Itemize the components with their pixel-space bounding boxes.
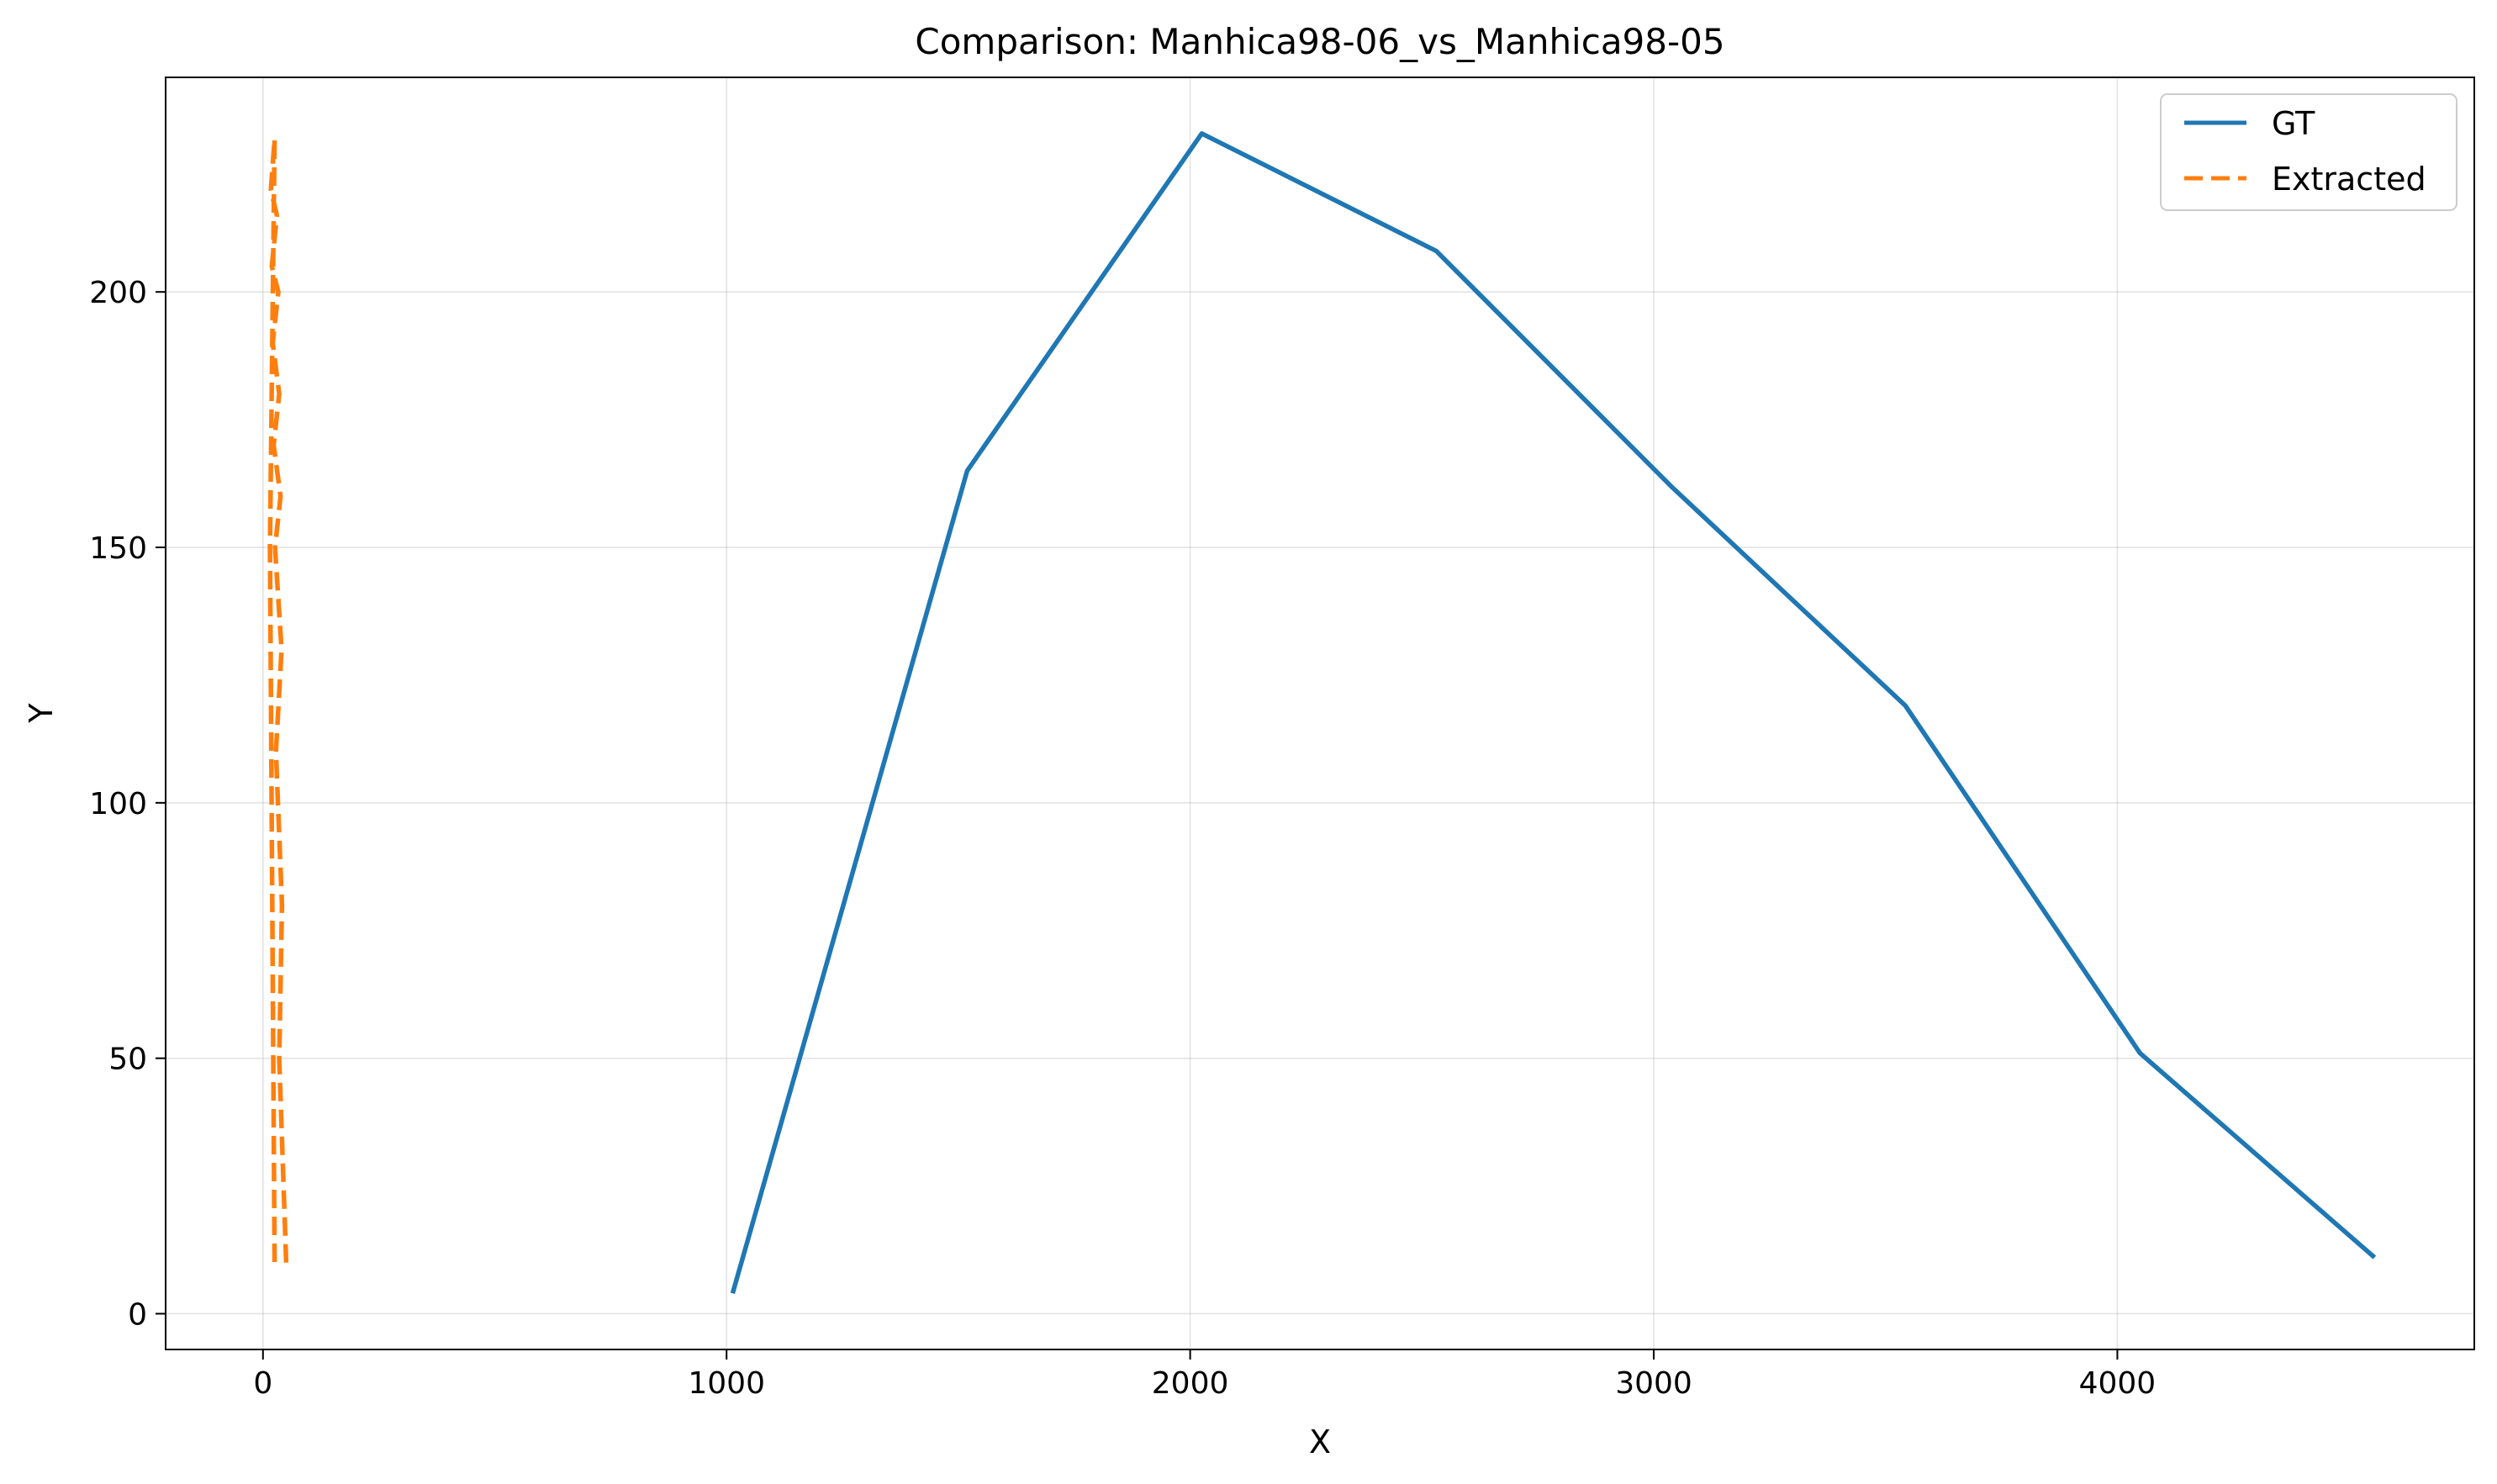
y-tick-label: 100 bbox=[89, 787, 147, 821]
x-axis-label: X bbox=[1309, 1423, 1331, 1460]
grid bbox=[166, 77, 2474, 1349]
x-tick-label: 3000 bbox=[1615, 1366, 1692, 1401]
legend: GT Extracted bbox=[2160, 93, 2457, 211]
y-tick-label: 150 bbox=[89, 531, 147, 566]
legend-label-extracted: Extracted bbox=[2272, 161, 2426, 198]
x-tick-label: 4000 bbox=[2079, 1366, 2156, 1401]
y-axis-ticks: 0 50 100 150 200 bbox=[89, 276, 166, 1332]
y-tick-label: 0 bbox=[128, 1297, 147, 1332]
x-axis-ticks: 0 1000 2000 3000 4000 bbox=[253, 1349, 2156, 1401]
chart-title: Comparison: Manhica98-06_vs_Manhica98-05 bbox=[915, 21, 1724, 62]
y-tick-label: 50 bbox=[108, 1043, 147, 1077]
x-tick-label: 1000 bbox=[688, 1366, 765, 1401]
y-tick-label: 200 bbox=[89, 276, 147, 310]
x-tick-label: 0 bbox=[253, 1366, 272, 1401]
legend-label-gt: GT bbox=[2272, 105, 2315, 142]
y-axis-label: Y bbox=[23, 703, 60, 724]
series-line-gt bbox=[730, 131, 2377, 1294]
series-line-extracted bbox=[267, 136, 289, 1263]
plot-frame bbox=[165, 77, 2475, 1350]
plot-lines bbox=[267, 131, 2377, 1294]
x-tick-label: 2000 bbox=[1152, 1366, 1229, 1401]
